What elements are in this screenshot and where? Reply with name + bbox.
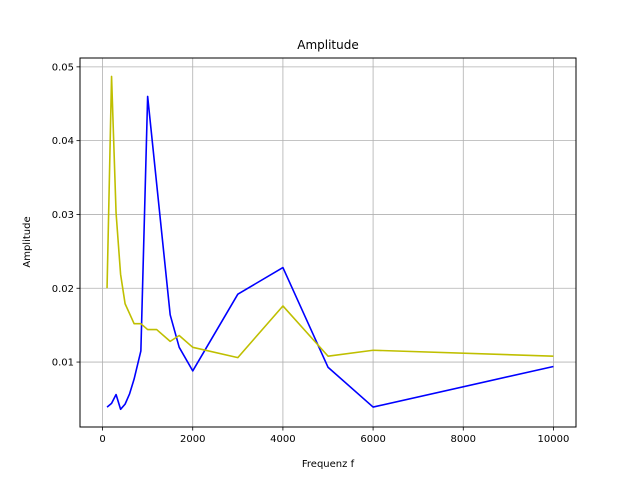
plot-frame [79, 57, 577, 428]
y-tick-label: 0.03 [52, 210, 74, 221]
x-tick-label: 6000 [360, 434, 385, 445]
series-line-2 [106, 75, 554, 359]
series-line-1 [106, 95, 554, 411]
y-axis-label: Amplitude [22, 216, 33, 267]
x-tick-label: 4000 [270, 434, 295, 445]
ticks: 0 2000 4000 6000 8000 10000 0.01 0.02 0.03 0.04 0.… [52, 62, 570, 445]
x-axis-label: Frequenz f [302, 459, 355, 470]
x-tick-label: 10000 [538, 434, 570, 445]
chart-title: Amplitude [297, 38, 359, 52]
y-tick-label: 0.04 [52, 136, 74, 147]
y-tick-label: 0.02 [52, 284, 74, 295]
x-tick-label: 2000 [180, 434, 205, 445]
grid [80, 58, 576, 427]
y-tick-label: 0.05 [52, 62, 74, 73]
x-tick-label: 0 [99, 434, 105, 445]
plot-lines [106, 75, 554, 411]
x-tick-label: 8000 [451, 434, 476, 445]
y-tick-label: 0.01 [52, 358, 74, 369]
